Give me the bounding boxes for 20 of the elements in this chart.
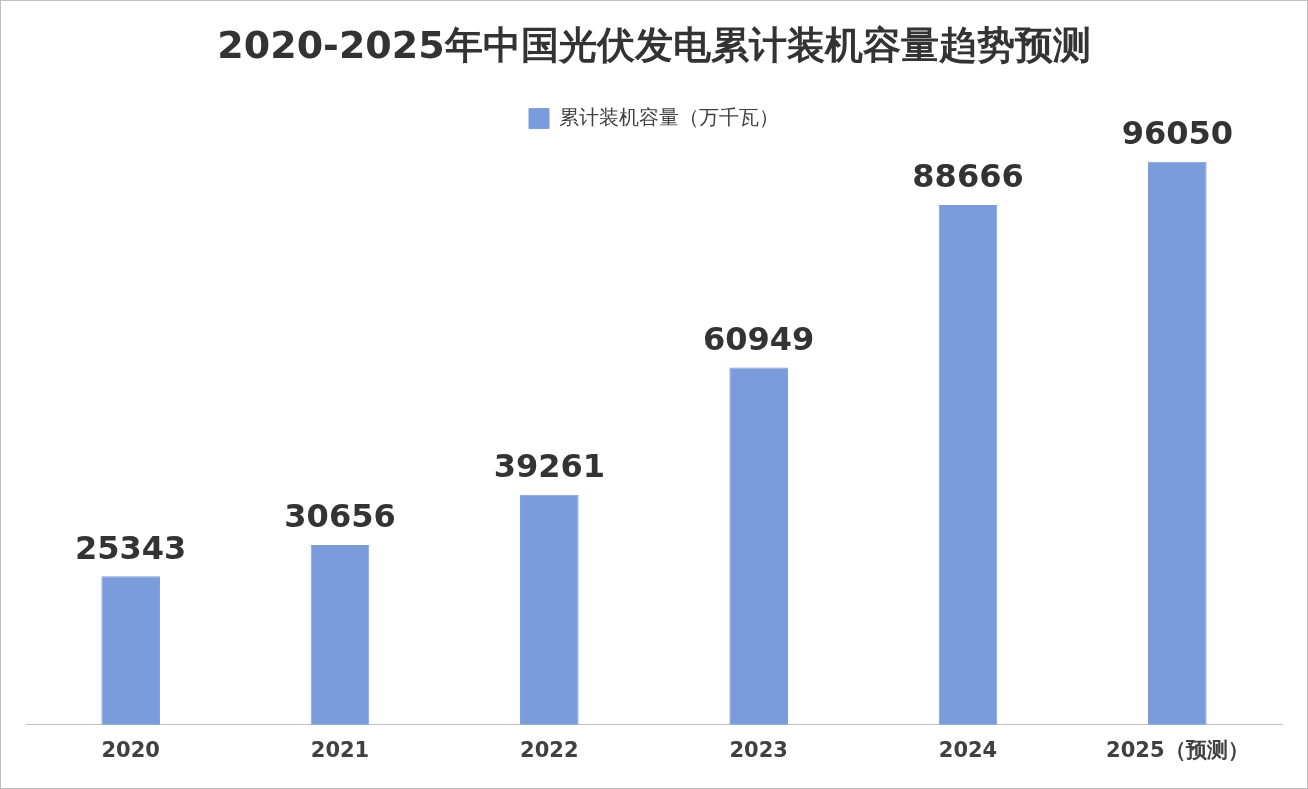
x-tick-label: 2022 — [520, 737, 579, 762]
bar — [310, 545, 370, 725]
bar — [520, 494, 579, 725]
data-label: 60949 — [703, 319, 815, 358]
legend-label: 累计装机容量（万千瓦） — [559, 104, 779, 129]
bar — [938, 205, 998, 725]
x-tick-label: 2023 — [729, 737, 788, 762]
data-label: 25343 — [75, 528, 187, 567]
bar — [1148, 161, 1207, 725]
data-label: 96050 — [1121, 114, 1233, 153]
x-tick-label: 2020 — [101, 737, 160, 762]
data-label: 39261 — [493, 446, 605, 485]
bar — [729, 367, 788, 725]
data-label: 88666 — [912, 157, 1024, 196]
data-label: 30656 — [284, 497, 396, 536]
chart-title: 2020-2025年中国光伏发电累计装机容量趋势预测 — [217, 22, 1091, 67]
x-tick-label: 2021 — [310, 737, 370, 762]
bar — [101, 576, 160, 725]
x-tick-label: 2025（预测） — [1106, 737, 1249, 762]
x-tick-label: 2024 — [938, 737, 998, 762]
